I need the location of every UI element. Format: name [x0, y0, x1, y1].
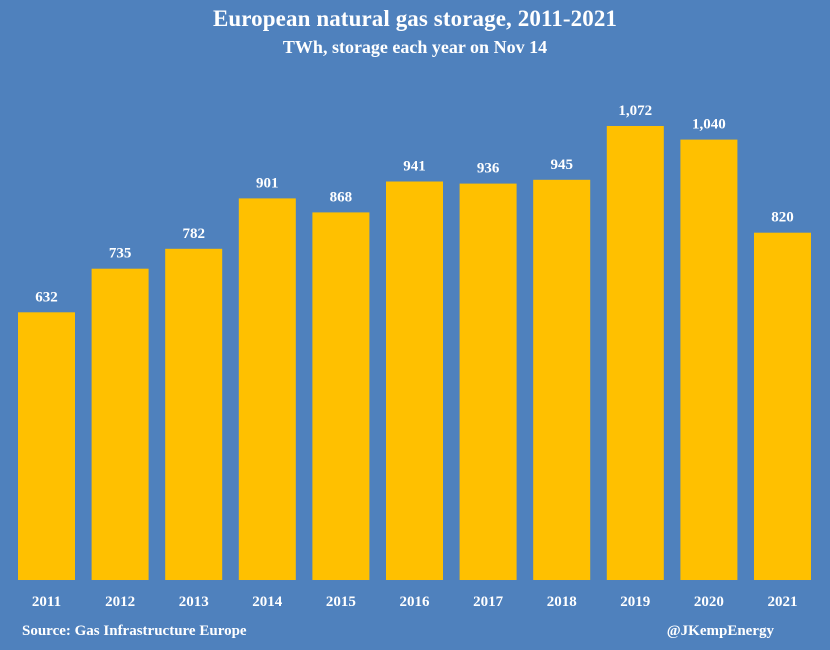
author-credit: @JKempEnergy	[666, 623, 774, 639]
bar-2012	[91, 268, 149, 580]
x-tick-label-2012: 2012	[105, 594, 135, 610]
chart-title: European natural gas storage, 2011-2021	[212, 6, 618, 31]
data-label-2011: 632	[35, 289, 58, 305]
data-label-2018: 945	[550, 157, 573, 173]
data-label-2021: 820	[771, 210, 794, 226]
data-label-2020: 1,040	[692, 117, 726, 133]
x-tick-label-2017: 2017	[473, 594, 504, 610]
source-note: Source: Gas Infrastructure Europe	[22, 623, 247, 639]
data-label-2013: 782	[182, 226, 205, 242]
x-tick-label-2016: 2016	[400, 594, 431, 610]
bar-2013	[165, 248, 223, 581]
data-label-2017: 936	[477, 161, 500, 177]
x-tick-label-2015: 2015	[326, 594, 356, 610]
bar-2015	[312, 212, 370, 580]
data-label-2015: 868	[330, 189, 353, 205]
data-label-2014: 901	[256, 175, 279, 191]
x-tick-label-2014: 2014	[252, 594, 283, 610]
data-label-2012: 735	[109, 246, 132, 262]
bar-2016	[386, 181, 443, 580]
data-label-2019: 1,072	[618, 103, 652, 119]
bar-2011	[18, 312, 75, 580]
bar-2020	[680, 139, 738, 580]
data-label-2016: 941	[403, 159, 426, 175]
bar-2019	[606, 126, 664, 580]
x-tick-label-2020: 2020	[694, 594, 724, 610]
x-tick-label-2018: 2018	[547, 594, 577, 610]
bar-2018	[533, 179, 591, 581]
x-tick-label-2013: 2013	[179, 594, 209, 610]
x-tick-label-2011: 2011	[32, 594, 61, 610]
x-tick-label-2021: 2021	[768, 594, 798, 610]
bar-2017	[459, 183, 517, 580]
chart-subtitle: TWh, storage each year on Nov 14	[282, 37, 548, 57]
bar-2021	[754, 232, 811, 580]
x-tick-label-2019: 2019	[620, 594, 650, 610]
bar-2014	[238, 198, 296, 580]
